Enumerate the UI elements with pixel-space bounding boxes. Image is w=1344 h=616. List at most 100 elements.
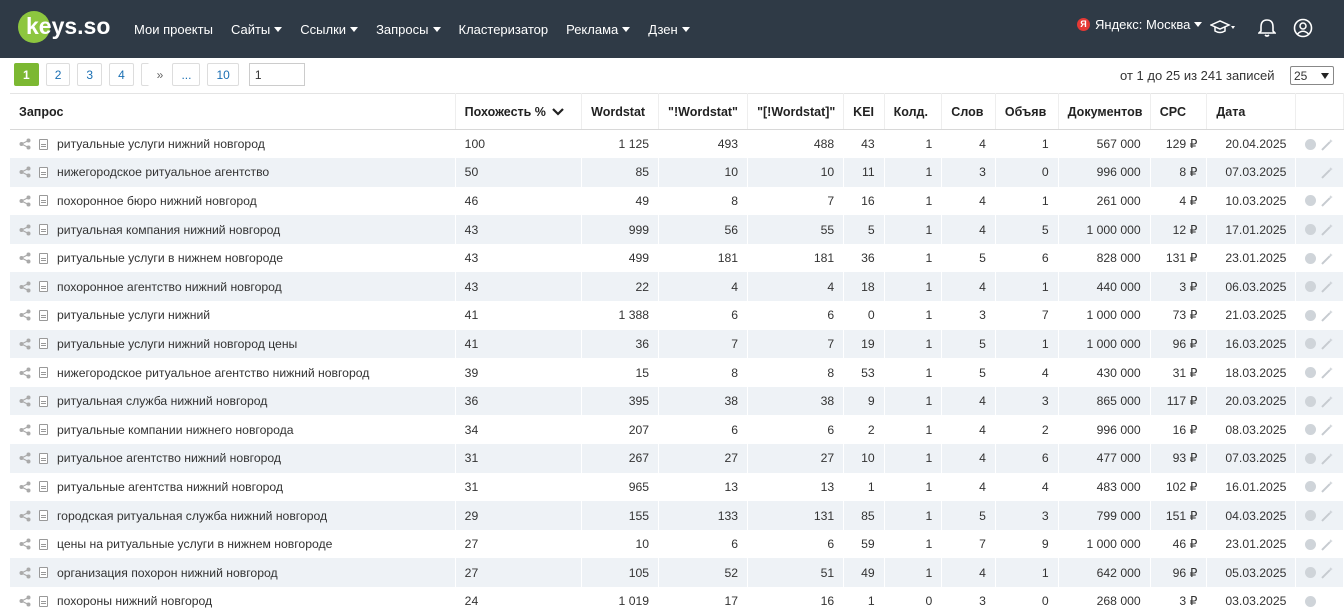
globe-icon[interactable] (1305, 510, 1317, 522)
globe-icon[interactable] (1305, 538, 1317, 550)
column-header[interactable]: Колд. (884, 93, 943, 130)
magic-wand-icon[interactable] (1321, 538, 1334, 551)
document-icon[interactable] (39, 367, 48, 379)
page-number-input[interactable] (248, 63, 305, 86)
page-button[interactable]: 10 (207, 63, 239, 86)
document-icon[interactable] (39, 166, 48, 178)
notifications-button[interactable] (1254, 15, 1280, 41)
document-icon[interactable] (39, 481, 48, 493)
query-text[interactable]: ритуальные услуги нижний новгород (57, 137, 265, 152)
query-text[interactable]: нижегородское ритуальное агентство нижни… (57, 365, 370, 380)
globe-icon[interactable] (1305, 338, 1317, 350)
nav-item[interactable]: Кластеризатор (459, 22, 549, 37)
column-header[interactable]: Запрос (10, 93, 456, 130)
magic-wand-icon[interactable] (1321, 280, 1334, 293)
per-page-select[interactable]: 25 (1290, 66, 1334, 85)
document-icon[interactable] (39, 224, 48, 236)
nav-item[interactable]: Сайты (231, 22, 283, 37)
query-text[interactable]: городская ритуальная служба нижний новго… (57, 508, 328, 523)
query-text[interactable]: организация похорон нижний новгород (57, 565, 278, 580)
column-header[interactable]: Похожесть % (455, 93, 583, 130)
share-icon[interactable] (19, 452, 31, 464)
column-header[interactable]: Слов (941, 93, 996, 130)
globe-icon[interactable] (1305, 424, 1317, 436)
magic-wand-icon[interactable] (1321, 395, 1334, 408)
column-header[interactable]: "[!Wordstat]" (747, 93, 845, 130)
document-icon[interactable] (39, 195, 48, 207)
column-header[interactable]: Дата (1206, 93, 1297, 130)
share-icon[interactable] (19, 252, 31, 264)
document-icon[interactable] (39, 424, 48, 436)
document-icon[interactable] (39, 538, 48, 550)
document-icon[interactable] (39, 281, 48, 293)
globe-icon[interactable] (1305, 452, 1317, 464)
nav-item[interactable]: Дзен (648, 22, 690, 37)
magic-wand-icon[interactable] (1321, 138, 1334, 151)
query-text[interactable]: ритуальная служба нижний новгород (57, 394, 268, 409)
query-text[interactable]: цены на ритуальные услуги в нижнем новго… (57, 537, 333, 552)
magic-wand-icon[interactable] (1321, 366, 1334, 379)
nav-item[interactable]: Ссылки (300, 22, 359, 37)
globe-icon[interactable] (1305, 395, 1317, 407)
share-icon[interactable] (19, 481, 31, 493)
page-button[interactable]: 2 (45, 63, 71, 86)
query-text[interactable]: ритуальные услуги нижний (57, 308, 211, 323)
document-icon[interactable] (39, 138, 48, 150)
share-icon[interactable] (19, 538, 31, 550)
magic-wand-icon[interactable] (1321, 309, 1334, 322)
share-icon[interactable] (19, 367, 31, 379)
query-text[interactable]: ритуальные услуги нижний новгород цены (57, 336, 298, 351)
document-icon[interactable] (39, 309, 48, 321)
share-icon[interactable] (19, 166, 31, 178)
query-text[interactable]: похороны нижний новгород (57, 594, 213, 609)
document-icon[interactable] (39, 510, 48, 522)
share-icon[interactable] (19, 424, 31, 436)
query-text[interactable]: похоронное агентство нижний новгород (57, 279, 282, 294)
column-header[interactable]: KEI (843, 93, 885, 130)
magic-wand-icon[interactable] (1321, 194, 1334, 208)
document-icon[interactable] (39, 338, 48, 350)
globe-icon[interactable] (1305, 309, 1317, 321)
globe-icon[interactable] (1305, 567, 1317, 579)
query-text[interactable]: ритуальные услуги в нижнем новгороде (57, 251, 283, 266)
document-icon[interactable] (39, 567, 48, 579)
share-icon[interactable] (19, 338, 31, 350)
globe-icon[interactable] (1305, 595, 1317, 607)
share-icon[interactable] (19, 309, 31, 321)
share-icon[interactable] (19, 567, 31, 579)
page-button[interactable]: 3 (77, 63, 103, 86)
page-button[interactable]: 1 (14, 63, 39, 86)
query-text[interactable]: ритуальные агентства нижний новгород (57, 479, 284, 494)
query-text[interactable]: нижегородское ритуальное агентство (57, 165, 270, 180)
globe-icon[interactable] (1305, 224, 1317, 236)
page-button[interactable]: ... (172, 63, 201, 86)
column-header[interactable]: Wordstat (581, 93, 660, 130)
column-header[interactable]: "!Wordstat" (658, 93, 749, 130)
academy-button[interactable] (1210, 15, 1236, 41)
magic-wand-icon[interactable] (1321, 423, 1334, 436)
next-page-button[interactable]: » (148, 63, 172, 86)
share-icon[interactable] (19, 224, 31, 236)
magic-wand-icon[interactable] (1321, 452, 1334, 465)
account-button[interactable] (1290, 15, 1316, 41)
globe-icon[interactable] (1305, 195, 1317, 207)
share-icon[interactable] (19, 281, 31, 293)
globe-icon[interactable] (1305, 481, 1317, 493)
magic-wand-icon[interactable] (1321, 337, 1334, 351)
globe-icon[interactable] (1305, 138, 1317, 150)
nav-item[interactable]: Реклама (566, 22, 631, 37)
magic-wand-icon[interactable] (1321, 509, 1334, 522)
share-icon[interactable] (19, 510, 31, 522)
magic-wand-icon[interactable] (1321, 252, 1334, 265)
globe-icon[interactable] (1305, 367, 1317, 379)
share-icon[interactable] (19, 595, 31, 607)
magic-wand-icon[interactable] (1321, 166, 1334, 179)
globe-icon[interactable] (1305, 252, 1317, 264)
query-text[interactable]: похоронное бюро нижний новгород (57, 193, 257, 208)
nav-item[interactable]: Запросы (376, 22, 441, 37)
globe-icon[interactable] (1305, 281, 1317, 293)
document-icon[interactable] (39, 452, 48, 464)
document-icon[interactable] (39, 395, 48, 407)
share-icon[interactable] (19, 395, 31, 407)
column-header[interactable]: CPC (1150, 93, 1208, 130)
